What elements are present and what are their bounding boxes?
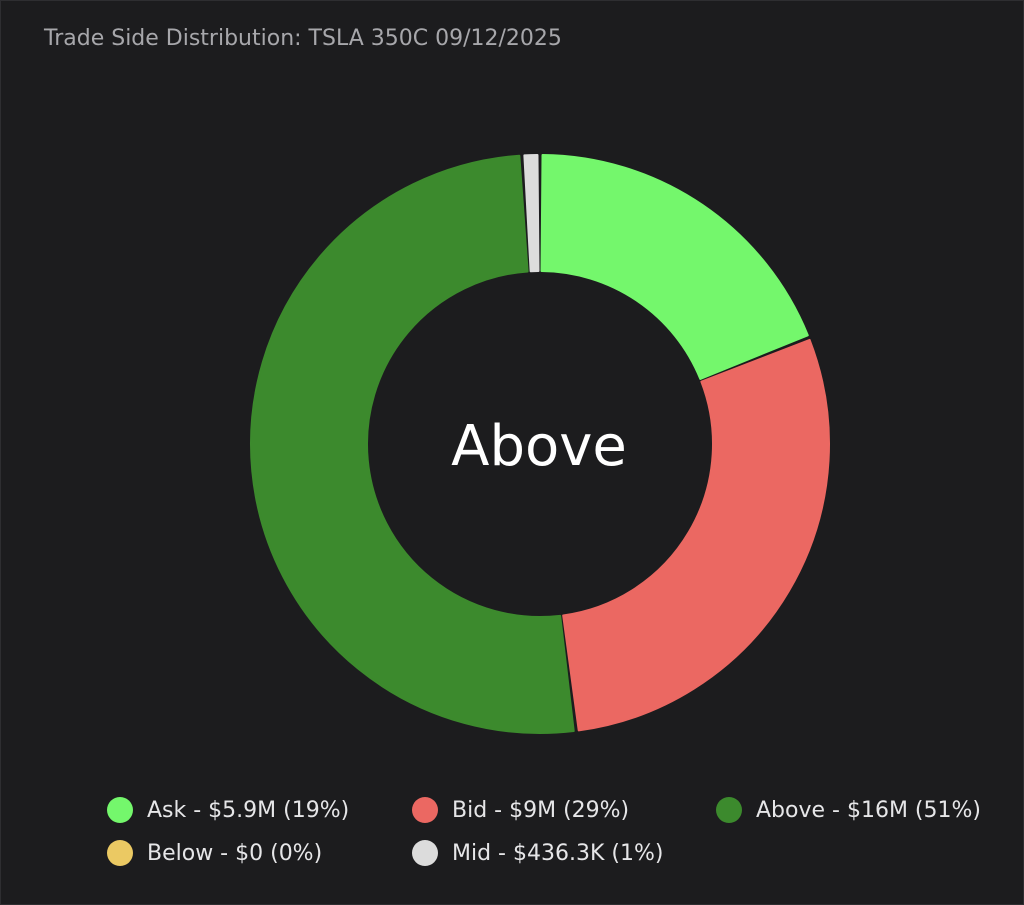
legend-label-bid: Bid - $9M (29%) bbox=[452, 797, 630, 823]
center-label: Above bbox=[451, 414, 627, 479]
legend-dot-mid bbox=[412, 840, 438, 866]
legend-label-ask: Ask - $5.9M (19%) bbox=[147, 797, 350, 823]
legend-item-ask[interactable]: Ask - $5.9M (19%) bbox=[107, 795, 349, 825]
legend-item-mid[interactable]: Mid - $436.3K (1%) bbox=[412, 838, 663, 868]
slice-above[interactable] bbox=[249, 154, 575, 734]
legend-item-below[interactable]: Below - $0 (0%) bbox=[107, 838, 322, 868]
donut-slices bbox=[249, 154, 830, 734]
legend-dot-bid bbox=[412, 797, 438, 823]
legend-label-above: Above - $16M (51%) bbox=[756, 797, 981, 823]
legend-dot-above bbox=[716, 797, 742, 823]
legend-dot-ask bbox=[107, 797, 133, 823]
slice-bid[interactable] bbox=[562, 338, 830, 732]
legend-label-below: Below - $0 (0%) bbox=[147, 840, 323, 866]
legend-item-above[interactable]: Above - $16M (51%) bbox=[716, 795, 981, 825]
legend-dot-below bbox=[107, 840, 133, 866]
chart-title: Trade Side Distribution: TSLA 350C 09/12… bbox=[44, 26, 562, 51]
slice-mid[interactable] bbox=[523, 154, 540, 273]
legend-item-bid[interactable]: Bid - $9M (29%) bbox=[412, 795, 629, 825]
donut-chart: Above bbox=[249, 154, 830, 734]
legend-label-mid: Mid - $436.3K (1%) bbox=[452, 840, 664, 866]
slice-ask[interactable] bbox=[540, 154, 809, 380]
